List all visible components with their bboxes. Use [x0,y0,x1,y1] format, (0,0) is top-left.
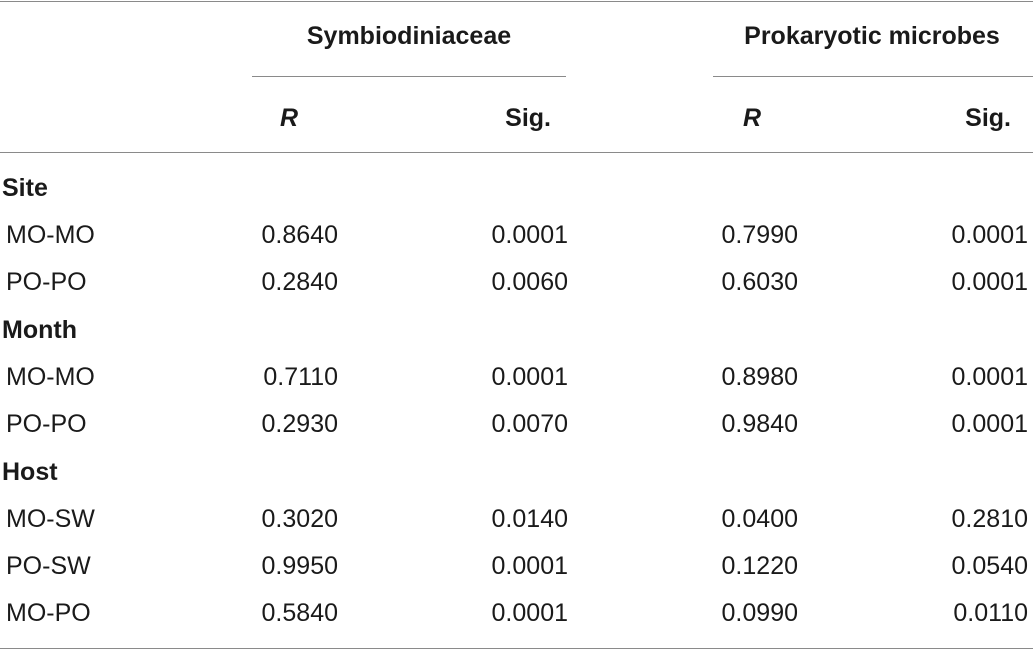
row-label: PO-PO [6,268,87,296]
cell-value: 0.7990 [721,221,798,249]
top-rule [0,1,1033,2]
header-rule [0,152,1033,153]
cell-value: 0.0001 [491,363,568,391]
cell-value: 0.0001 [951,221,1028,249]
cell-value: 0.2810 [951,505,1028,533]
section-label-month: Month [2,316,77,344]
column-header-r-symbiodiniaceae: R [280,104,299,132]
cell-value: 0.0001 [491,221,568,249]
cell-value: 0.0001 [951,268,1028,296]
row-label: MO-SW [6,505,95,533]
column-header-sig-symbiodiniaceae: Sig. [505,104,551,132]
cell-value: 0.1220 [721,552,798,580]
column-header-sig-prokaryotic: Sig. [965,104,1011,132]
cell-value: 0.0990 [721,599,798,627]
group-header-prokaryotic-microbes: Prokaryotic microbes [744,22,1000,50]
cell-value: 0.7110 [263,363,338,391]
row-label: MO-PO [6,599,91,627]
cell-value: 0.0001 [951,410,1028,438]
section-label-host: Host [2,458,58,486]
cell-value: 0.0001 [491,599,568,627]
cell-value: 0.0400 [721,505,798,533]
group-rule-prokaryotic-microbes [713,76,1033,77]
cell-value: 0.3020 [261,505,338,533]
section-label-site: Site [2,174,48,202]
cell-value: 0.0140 [491,505,568,533]
cell-value: 0.9950 [261,552,338,580]
bottom-rule [0,648,1033,649]
cell-value: 0.0060 [491,268,568,296]
cell-value: 0.2930 [261,410,338,438]
cell-value: 0.0110 [953,599,1028,627]
group-rule-symbiodiniaceae [252,76,566,77]
cell-value: 0.0070 [491,410,568,438]
cell-value: 0.2840 [261,268,338,296]
column-header-r-prokaryotic: R [743,104,762,132]
cell-value: 0.0001 [491,552,568,580]
row-label: MO-MO [6,221,95,249]
cell-value: 0.8980 [721,363,798,391]
cell-value: 0.0540 [951,552,1028,580]
cell-value: 0.6030 [721,268,798,296]
row-label: MO-MO [6,363,95,391]
cell-value: 0.5840 [261,599,338,627]
cell-value: 0.8640 [261,221,338,249]
row-label: PO-SW [6,552,91,580]
cell-value: 0.0001 [951,363,1028,391]
row-label: PO-PO [6,410,87,438]
group-header-symbiodiniaceae: Symbiodiniaceae [306,22,512,50]
cell-value: 0.9840 [721,410,798,438]
